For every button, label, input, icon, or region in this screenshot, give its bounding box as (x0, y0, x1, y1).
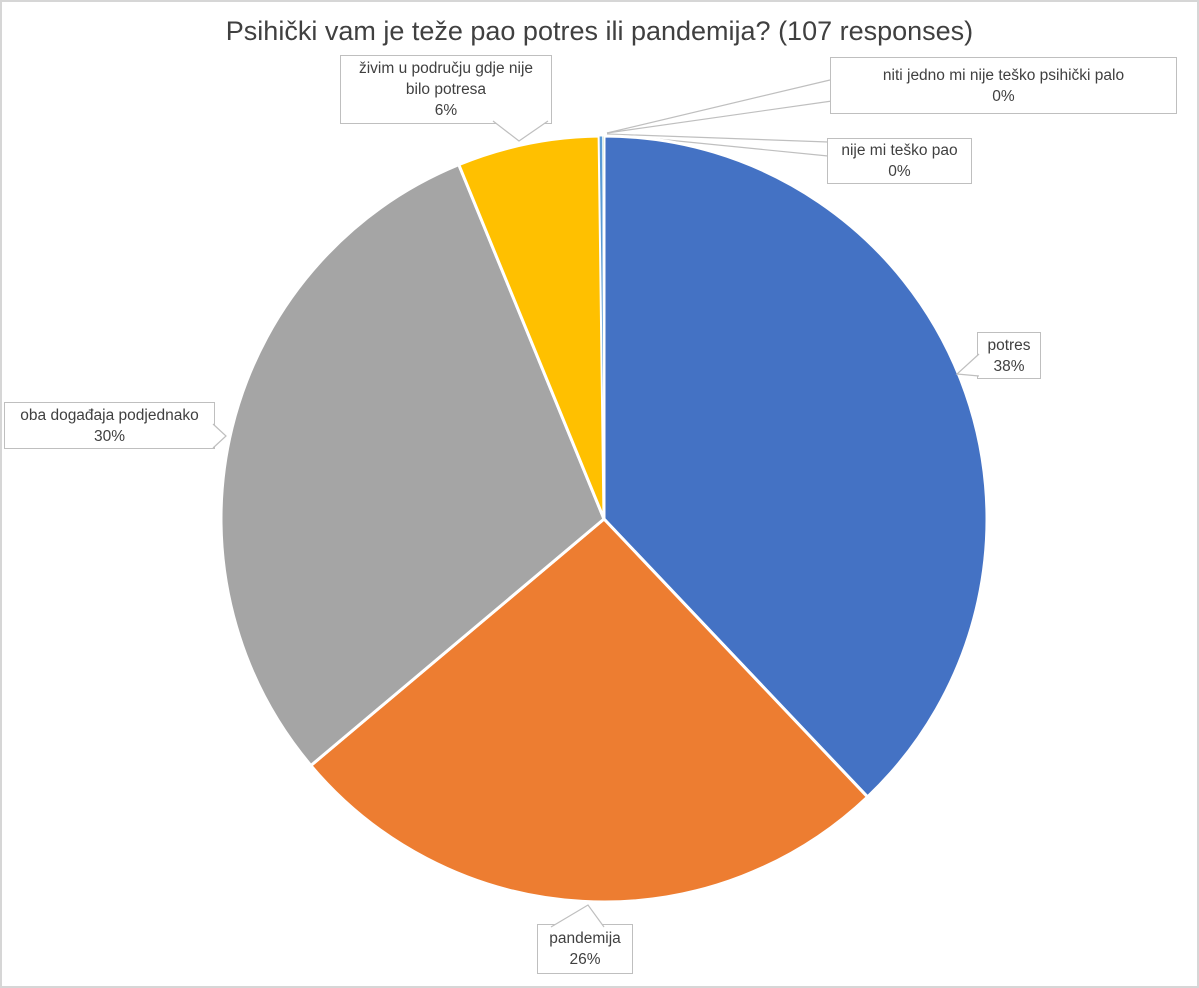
callout-potres[interactable]: potres 38% (977, 332, 1041, 379)
callout-pandemija[interactable]: pandemija 26% (537, 924, 633, 974)
callout-zivim-pct: 6% (434, 102, 458, 119)
callout-oba-dogadaja-label: oba događaja podjednako (20, 406, 199, 424)
callout-oba-dogadaja-pct: 30% (93, 427, 126, 445)
callout-niti-jedno[interactable]: niti jedno mi nije teško psihički palo 0… (830, 57, 1177, 114)
callout-oba-dogadaja[interactable]: oba događaja podjednako 30% (4, 402, 215, 449)
pie-slice-pandemija[interactable] (309, 517, 870, 904)
callout-niti-jedno-pct: 0% (992, 87, 1015, 105)
callout-nije-pao[interactable]: nije mi teško pao 0% (827, 138, 972, 184)
callout-potres-label: potres (987, 336, 1031, 354)
leader-line-niti-jedno-lower (606, 100, 833, 134)
chart-title: Psihički vam je teže pao potres ili pand… (225, 16, 974, 46)
leader-line-nije-pao-upper (606, 133, 829, 143)
callout-nije-pao-label: nije mi teško pao (841, 142, 958, 159)
pie-slice-oba-dogadaja-podjednako[interactable] (219, 163, 606, 768)
callout-pandemija-label: pandemija (549, 930, 621, 947)
callout-zivim-label-line1: živim u području gdje nije (358, 60, 534, 77)
pie-slice-zivim-u-podrucju-gdje-nije-bilo-potresa[interactable] (457, 134, 606, 521)
callout-nije-pao-pct: 0% (888, 163, 911, 180)
pie-slice-potres[interactable] (602, 134, 989, 799)
callout-potres-pct: 38% (993, 357, 1025, 375)
pie-slices (219, 134, 989, 904)
callout-zivim-u-podrucju[interactable]: živim u području gdje nije bilo potresa … (340, 55, 552, 124)
callout-niti-jedno-label: niti jedno mi nije teško psihički palo (882, 66, 1125, 84)
leader-line-niti-jedno-upper (606, 79, 831, 134)
callout-zivim-label-line2: bilo potresa (405, 81, 487, 98)
pie-slice-nije-mi-tesko-pao[interactable] (602, 135, 605, 520)
callout-pandemija-pct: 26% (569, 951, 601, 968)
